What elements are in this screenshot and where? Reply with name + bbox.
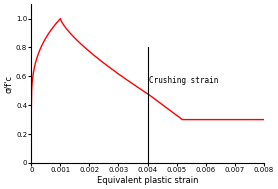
- X-axis label: Equivalent plastic strain: Equivalent plastic strain: [97, 176, 198, 185]
- Y-axis label: σ/f'c: σ/f'c: [4, 74, 13, 93]
- Text: Crushing strain: Crushing strain: [149, 76, 218, 85]
